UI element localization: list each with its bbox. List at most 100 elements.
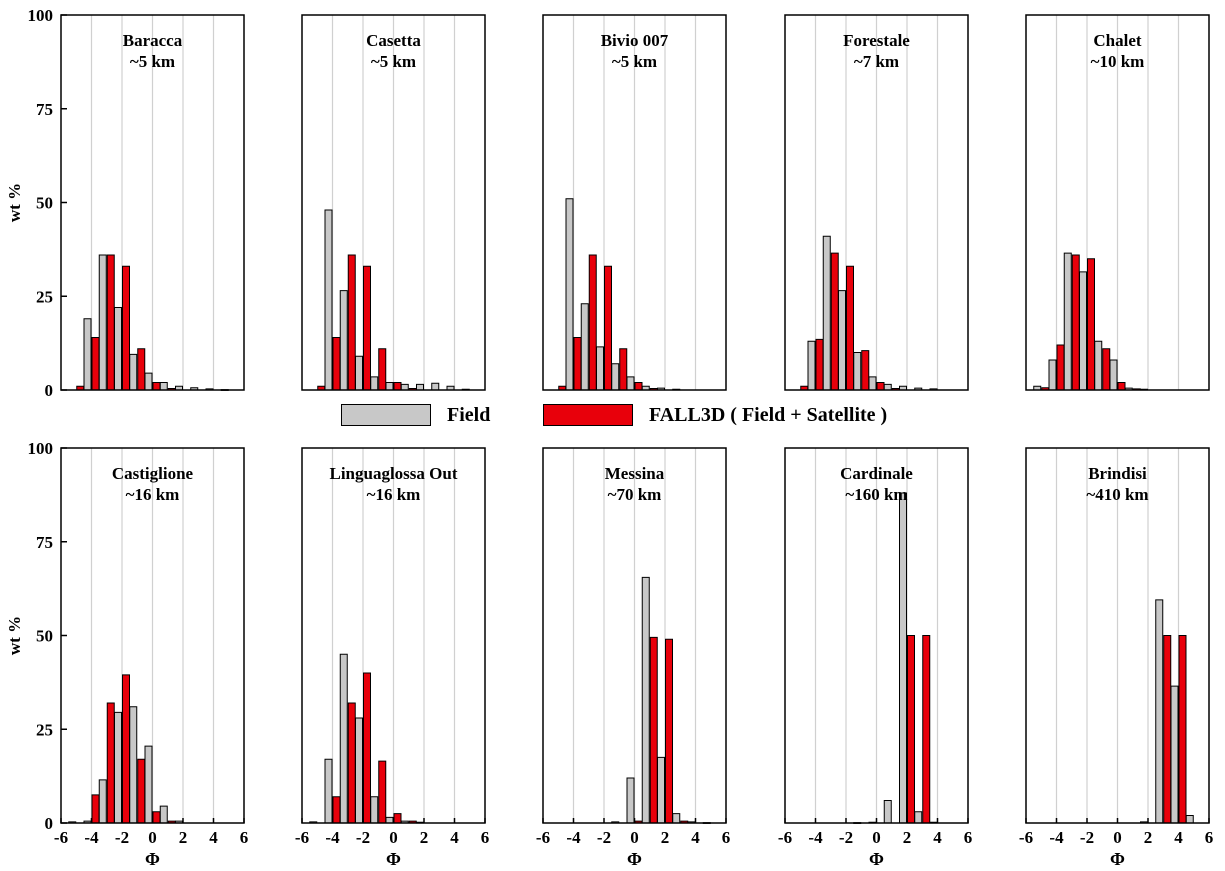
model-bar — [1087, 258, 1095, 391]
model-bar — [363, 265, 371, 391]
panel-distance: ~160 km — [845, 485, 907, 504]
x-tick-label: 4 — [450, 828, 459, 847]
y-tick-label: 25 — [36, 720, 53, 739]
model-bar — [634, 382, 643, 391]
x-tick-label: 2 — [661, 828, 670, 847]
field-bar — [129, 353, 138, 391]
panel-distance: ~5 km — [371, 52, 416, 71]
model-bar — [106, 254, 115, 391]
x-tick-label: 6 — [722, 828, 731, 847]
x-tick-label: -4 — [808, 828, 823, 847]
y-tick-label: 50 — [36, 627, 53, 646]
x-tick-label: -6 — [536, 828, 550, 847]
field-bar — [114, 307, 122, 391]
field-bar — [159, 805, 168, 824]
y-tick-label: 75 — [36, 533, 53, 552]
field-bar — [822, 235, 831, 391]
model-bar — [1163, 635, 1172, 824]
model-bar — [137, 348, 146, 391]
panel-title: Casetta — [366, 31, 421, 50]
x-tick-label: -6 — [1019, 828, 1033, 847]
field-bar — [1048, 359, 1057, 391]
x-tick-label: -2 — [1080, 828, 1094, 847]
legend-field-label: Field — [447, 403, 491, 426]
model-bar — [830, 252, 839, 391]
x-tick-label: 0 — [630, 828, 639, 847]
x-tick-label: -6 — [778, 828, 792, 847]
field-bar — [1170, 685, 1179, 824]
model-bar — [588, 254, 597, 391]
y-tick-label: 50 — [36, 194, 53, 213]
x-tick-label: -4 — [84, 828, 99, 847]
legend-model: FALL3D ( Field + Satellite ) — [543, 402, 887, 428]
model-bar — [378, 760, 387, 824]
model-bar — [332, 796, 341, 824]
x-tick-label: 0 — [872, 828, 881, 847]
panel-distance: ~10 km — [1091, 52, 1145, 71]
x-tick-label: 4 — [691, 828, 700, 847]
field-bar — [431, 382, 440, 391]
model-bar — [152, 382, 161, 391]
legend-model-swatch — [543, 404, 633, 426]
x-axis-label: Φ — [627, 849, 642, 869]
panel-title: Cardinale — [840, 464, 913, 483]
x-tick-label: 6 — [1205, 828, 1214, 847]
model-bar — [122, 674, 130, 824]
panel-title: Forestale — [843, 31, 910, 50]
model-bar — [922, 635, 931, 824]
field-bar — [565, 198, 574, 391]
y-tick-label: 100 — [28, 439, 54, 458]
x-tick-label: 2 — [420, 828, 429, 847]
legend-field-swatch — [341, 404, 431, 426]
field-bar — [324, 758, 333, 824]
field-bar — [385, 382, 394, 391]
model-bar — [861, 350, 870, 391]
panel-distance: ~70 km — [608, 485, 662, 504]
field-bar — [370, 376, 379, 391]
panel-frame — [784, 14, 969, 391]
y-axis-label: wt % — [5, 183, 24, 222]
model-bar — [363, 672, 371, 824]
x-tick-label: 6 — [240, 828, 249, 847]
field-bar — [339, 653, 348, 824]
field-bar — [400, 383, 409, 391]
field-bar — [98, 779, 107, 824]
panel-distance: ~7 km — [854, 52, 899, 71]
model-bar — [378, 348, 387, 391]
x-tick-label: 6 — [964, 828, 973, 847]
model-bar — [1178, 635, 1187, 824]
field-bar — [883, 383, 892, 391]
legend-field: Field — [341, 402, 490, 428]
panel-title: Chalet — [1093, 31, 1142, 50]
field-bar — [1155, 599, 1164, 824]
field-bar — [355, 355, 363, 391]
field-bar — [355, 717, 363, 824]
panel-distance: ~5 km — [130, 52, 175, 71]
model-bar — [137, 758, 146, 824]
field-bar — [883, 800, 892, 824]
model-bar — [332, 337, 341, 391]
model-bar — [573, 337, 582, 391]
x-tick-label: -6 — [295, 828, 309, 847]
field-bar — [159, 382, 168, 391]
field-bar — [868, 376, 877, 391]
model-bar — [846, 265, 854, 391]
model-bar — [91, 337, 100, 391]
field-bar — [98, 254, 107, 391]
y-tick-label: 0 — [45, 381, 54, 400]
field-bar — [626, 376, 635, 391]
model-bar — [815, 338, 824, 391]
x-tick-label: 0 — [389, 828, 398, 847]
x-tick-label: 2 — [903, 828, 912, 847]
field-bar — [416, 383, 424, 391]
panel-title: Messina — [605, 464, 665, 483]
panel-title: Brindisi — [1088, 464, 1147, 483]
x-tick-label: -4 — [566, 828, 581, 847]
field-bar — [626, 777, 635, 824]
x-axis-label: Φ — [145, 849, 160, 869]
field-bar — [1185, 815, 1194, 824]
y-tick-label: 0 — [45, 814, 54, 833]
field-bar — [1094, 340, 1103, 391]
x-tick-label: 2 — [1144, 828, 1153, 847]
panel-distance: ~16 km — [367, 485, 421, 504]
